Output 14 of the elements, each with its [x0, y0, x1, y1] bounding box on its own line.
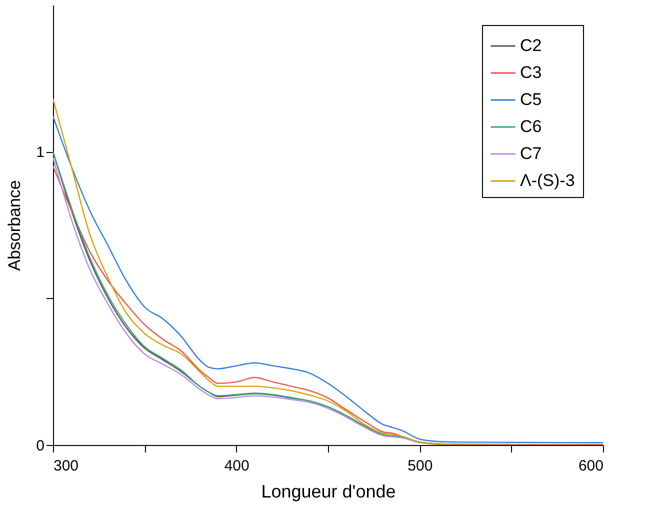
y-tick-label: 0	[36, 438, 44, 454]
legend-label: C3	[520, 63, 542, 82]
y-axis-title: Absorbance	[5, 180, 24, 271]
legend-label: C2	[520, 36, 542, 55]
legend-label: C6	[520, 117, 542, 136]
x-axis-title: Longueur d'onde	[261, 482, 396, 502]
legend-label: Λ-(S)-3	[520, 171, 575, 190]
x-tick-label: 400	[224, 458, 250, 474]
x-tick-label: 600	[578, 458, 604, 474]
x-tick-label: 300	[54, 458, 79, 474]
legend-label: C7	[520, 144, 542, 163]
legend-label: C5	[520, 90, 542, 109]
x-tick-label: 500	[408, 458, 433, 474]
y-tick-label: 1	[36, 144, 44, 162]
